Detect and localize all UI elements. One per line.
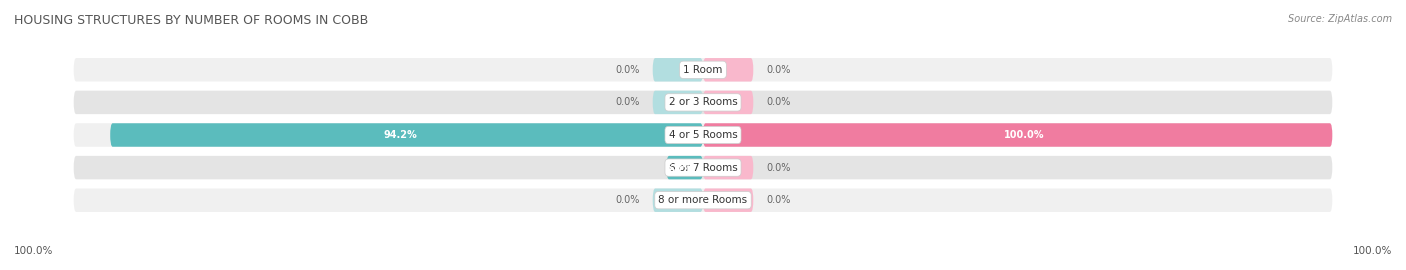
FancyBboxPatch shape <box>652 188 703 212</box>
Text: 94.2%: 94.2% <box>384 130 418 140</box>
FancyBboxPatch shape <box>703 58 754 82</box>
Text: 8 or more Rooms: 8 or more Rooms <box>658 195 748 205</box>
Text: 1 Room: 1 Room <box>683 65 723 75</box>
Text: 100.0%: 100.0% <box>1004 130 1045 140</box>
Text: Source: ZipAtlas.com: Source: ZipAtlas.com <box>1288 14 1392 23</box>
FancyBboxPatch shape <box>110 123 703 147</box>
FancyBboxPatch shape <box>703 188 754 212</box>
Text: 2 or 3 Rooms: 2 or 3 Rooms <box>669 97 737 107</box>
FancyBboxPatch shape <box>666 156 703 179</box>
Text: 4 or 5 Rooms: 4 or 5 Rooms <box>669 130 737 140</box>
FancyBboxPatch shape <box>73 58 1333 82</box>
Text: 0.0%: 0.0% <box>766 163 790 173</box>
FancyBboxPatch shape <box>73 91 1333 114</box>
FancyBboxPatch shape <box>703 156 754 179</box>
FancyBboxPatch shape <box>652 58 703 82</box>
Text: 0.0%: 0.0% <box>766 97 790 107</box>
Text: 0.0%: 0.0% <box>616 65 640 75</box>
Text: 5.8%: 5.8% <box>665 163 692 173</box>
FancyBboxPatch shape <box>73 156 1333 179</box>
Text: 0.0%: 0.0% <box>616 97 640 107</box>
Text: 0.0%: 0.0% <box>616 195 640 205</box>
Text: 0.0%: 0.0% <box>766 65 790 75</box>
FancyBboxPatch shape <box>703 91 754 114</box>
Text: 100.0%: 100.0% <box>1353 247 1392 256</box>
FancyBboxPatch shape <box>703 123 1333 147</box>
FancyBboxPatch shape <box>73 188 1333 212</box>
Text: 6 or 7 Rooms: 6 or 7 Rooms <box>669 163 737 173</box>
Text: 100.0%: 100.0% <box>14 247 53 256</box>
Text: HOUSING STRUCTURES BY NUMBER OF ROOMS IN COBB: HOUSING STRUCTURES BY NUMBER OF ROOMS IN… <box>14 14 368 26</box>
FancyBboxPatch shape <box>73 123 1333 147</box>
FancyBboxPatch shape <box>652 91 703 114</box>
Text: 0.0%: 0.0% <box>766 195 790 205</box>
